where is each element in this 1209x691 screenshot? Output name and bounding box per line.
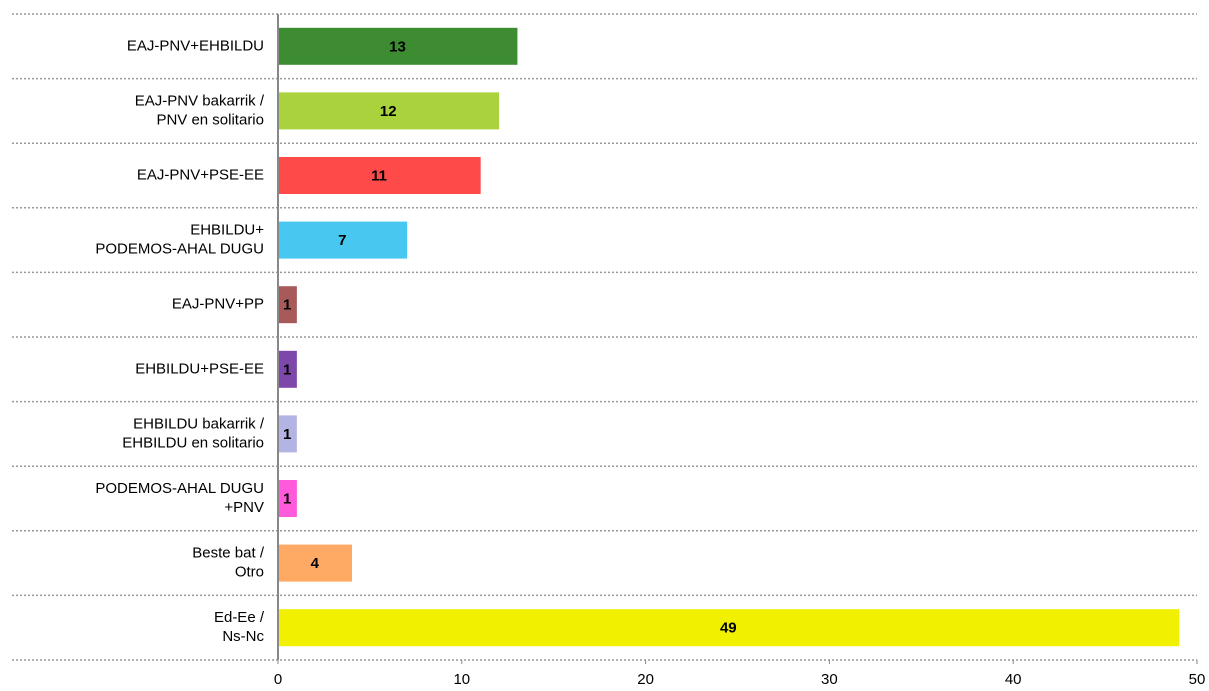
y-tick-label: EAJ-PNV+PSE-EE: [137, 166, 264, 183]
y-tick-label: EAJ-PNV+PP: [172, 296, 264, 313]
x-tick-label: 40: [1005, 671, 1022, 688]
y-tick-label: Ns-Nc: [222, 628, 264, 645]
bar: [277, 544, 353, 582]
bar: [277, 221, 408, 259]
y-tick-label: PNV en solitario: [156, 111, 264, 128]
bar: [277, 157, 481, 194]
y-tick-label: EHBILDU bakarrik /: [133, 415, 265, 432]
value-label: 11: [371, 167, 387, 184]
y-tick-label: Beste bat /: [192, 545, 265, 562]
value-label: 7: [338, 232, 346, 249]
value-label: 1: [283, 490, 291, 507]
y-tick-label: EAJ-PNV+EHBILDU: [127, 37, 264, 54]
y-tick-label: Otro: [235, 564, 264, 581]
y-tick-label: EHBILDU+: [190, 222, 264, 239]
value-label: 1: [283, 297, 291, 314]
x-tick-label: 50: [1189, 671, 1206, 688]
x-tick-label: 20: [637, 671, 654, 688]
y-tick-label: EAJ-PNV bakarrik /: [135, 92, 265, 109]
y-tick-label: PODEMOS-AHAL DUGU: [95, 241, 264, 258]
y-tick-label: PODEMOS-AHAL DUGU: [95, 480, 264, 497]
value-label: 12: [380, 103, 397, 120]
y-tick-label: EHBILDU+PSE-EE: [135, 360, 264, 377]
bar: [277, 27, 518, 65]
y-tick-label: +PNV: [224, 499, 264, 516]
value-label: 49: [720, 620, 737, 637]
value-label: 1: [283, 426, 291, 443]
x-tick-label: 30: [821, 671, 838, 688]
bar: [277, 609, 1180, 647]
value-label: 1: [283, 361, 291, 378]
x-tick-label: 10: [453, 671, 470, 688]
value-label: 4: [311, 555, 320, 572]
bar: [277, 92, 500, 130]
value-label: 13: [389, 38, 406, 55]
y-tick-label: EHBILDU en solitario: [122, 434, 264, 451]
x-tick-label: 0: [274, 671, 282, 688]
y-tick-label: Ed-Ee /: [214, 609, 265, 626]
